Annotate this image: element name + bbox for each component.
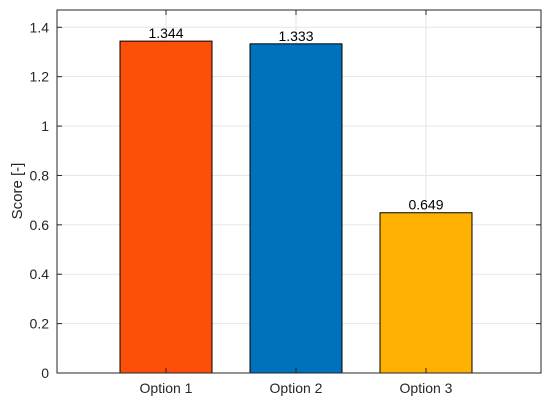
data-label-2: 1.333 <box>278 28 313 44</box>
data-label-3: 0.649 <box>408 197 443 213</box>
data-label-1: 1.344 <box>148 25 183 41</box>
bars <box>119 40 473 374</box>
x-tick-label: Option 3 <box>400 380 453 396</box>
y-axis-label: Score [-] <box>9 163 26 220</box>
y-tick-label: 1.2 <box>30 69 50 85</box>
bar-2 <box>249 43 343 374</box>
bar-1 <box>119 40 213 374</box>
y-tick-label: 0.8 <box>30 167 50 183</box>
y-tick-label: 0.6 <box>30 217 50 233</box>
data-labels: 1.344 1.333 0.649 <box>148 25 443 213</box>
y-tick-label: 1.4 <box>30 19 50 35</box>
y-tick-label: 1 <box>41 118 49 134</box>
y-axis-ticks: 0 0.2 0.4 0.6 0.8 1 1.2 1.4 <box>30 19 541 381</box>
x-tick-label: Option 2 <box>270 380 323 396</box>
y-tick-label: 0.2 <box>30 316 50 332</box>
x-axis-ticks: Option 1 Option 2 Option 3 <box>140 10 453 396</box>
y-tick-label: 0.4 <box>30 266 50 282</box>
axes-box <box>56 9 542 374</box>
y-tick-label: 0 <box>41 365 49 381</box>
x-tick-label: Option 1 <box>140 380 193 396</box>
bar-3 <box>379 212 473 374</box>
